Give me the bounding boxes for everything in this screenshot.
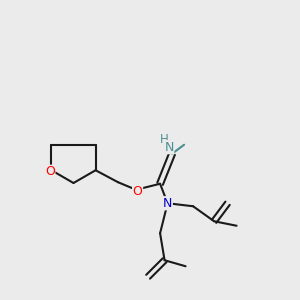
Text: O: O: [133, 185, 142, 198]
Text: O: O: [45, 165, 55, 178]
Text: N: N: [163, 197, 172, 210]
Text: N: N: [164, 141, 174, 154]
Text: H: H: [160, 133, 169, 146]
